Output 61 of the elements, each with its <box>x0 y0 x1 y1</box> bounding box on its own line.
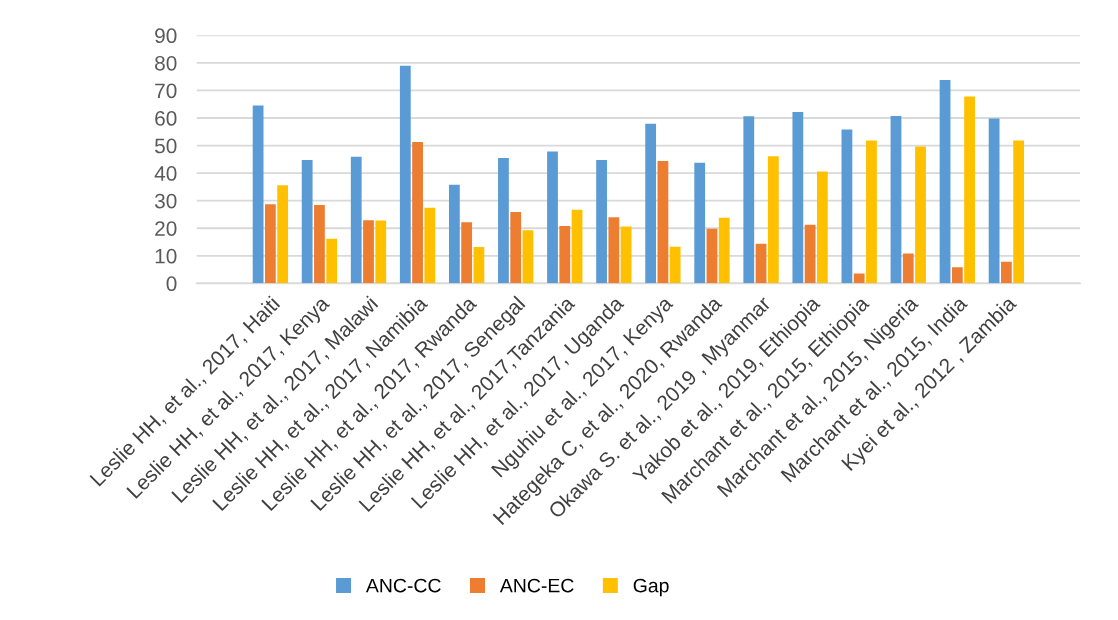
bar <box>252 105 264 284</box>
bar <box>314 205 325 284</box>
bar <box>657 160 669 284</box>
bar <box>277 185 289 284</box>
y-tick-label: 20 <box>155 221 177 236</box>
bar <box>816 171 828 284</box>
y-tick-label: 30 <box>154 193 177 209</box>
bar <box>915 146 926 284</box>
bar <box>375 220 387 284</box>
bar <box>866 140 877 284</box>
bar <box>326 238 338 284</box>
y-tick-label: 10 <box>155 248 177 264</box>
y-tick-label: 80 <box>155 55 177 71</box>
bar <box>1000 261 1012 284</box>
bar <box>694 162 706 284</box>
bar <box>596 159 607 284</box>
y-tick-label: 0 <box>166 276 177 292</box>
y-tick-label: 40 <box>154 166 177 181</box>
bar <box>988 118 1000 284</box>
y-tick-label: 60 <box>155 111 177 126</box>
bar <box>706 228 718 284</box>
bar <box>964 96 975 284</box>
bar <box>755 243 767 284</box>
bar <box>669 246 681 284</box>
bar <box>890 116 902 284</box>
bar <box>939 79 951 284</box>
bar <box>559 226 571 284</box>
y-tick-label: 70 <box>155 83 177 99</box>
bar <box>792 111 804 284</box>
bar <box>461 222 473 284</box>
bar <box>363 220 374 284</box>
bar <box>301 159 313 284</box>
bar <box>264 204 276 284</box>
bar <box>571 209 583 284</box>
legend-label: ANC-CC <box>365 578 441 593</box>
bar <box>718 217 730 284</box>
bar <box>424 207 436 284</box>
legend-label: Gap <box>633 578 669 597</box>
bar <box>1013 140 1025 284</box>
bar <box>350 156 362 284</box>
bar <box>841 129 853 284</box>
legend-label: ANC-EC <box>499 578 574 593</box>
y-tick-label: 50 <box>154 138 177 154</box>
bar <box>620 226 632 284</box>
bar <box>767 156 779 284</box>
bar <box>498 157 509 284</box>
bar <box>547 151 558 284</box>
bar <box>645 123 657 284</box>
bar <box>951 267 963 284</box>
bar <box>510 211 522 284</box>
bar <box>853 273 865 284</box>
bar <box>412 141 423 284</box>
bar <box>448 184 460 284</box>
bar <box>399 65 411 284</box>
bar <box>902 253 914 284</box>
y-tick-label: 90 <box>155 28 177 44</box>
bar <box>608 217 620 284</box>
bar <box>473 246 485 284</box>
bar <box>804 224 816 284</box>
bar <box>522 230 534 284</box>
bar <box>743 116 755 284</box>
